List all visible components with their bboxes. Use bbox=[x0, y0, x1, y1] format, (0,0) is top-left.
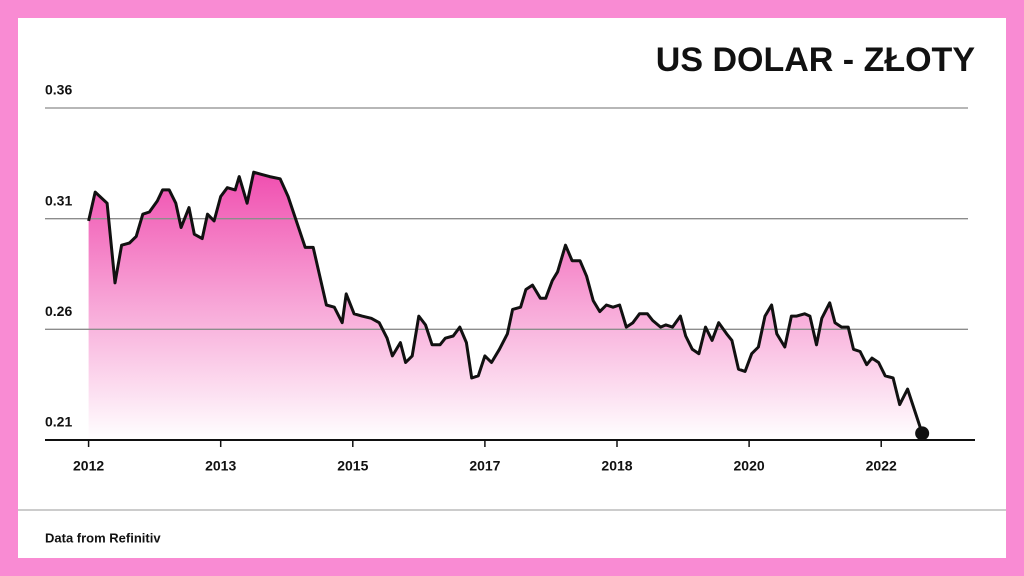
x-tick-label: 2015 bbox=[337, 458, 368, 474]
x-tick-label: 2022 bbox=[866, 458, 897, 474]
y-tick-label: 0.21 bbox=[45, 414, 72, 430]
x-tick-label: 2020 bbox=[734, 458, 765, 474]
area-fill bbox=[88, 172, 923, 440]
plot: 0.21 0.26 0.31 0.36 2012 2013 2015 2017 2018 2020… bbox=[45, 82, 975, 474]
x-tick-label: 2012 bbox=[73, 458, 104, 474]
y-tick-label: 0.36 bbox=[45, 82, 72, 98]
source-note: Data from Refinitiv bbox=[45, 530, 161, 545]
x-tick-label: 2018 bbox=[601, 458, 632, 474]
end-marker bbox=[915, 426, 930, 441]
y-tick-label: 0.31 bbox=[45, 192, 72, 208]
chart-title: US DOLAR - ZŁOTY bbox=[656, 41, 976, 79]
x-tick-label: 2013 bbox=[205, 458, 236, 474]
y-tick-label: 0.26 bbox=[45, 303, 72, 319]
line bbox=[87, 170, 924, 434]
x-tick-label: 2017 bbox=[469, 458, 500, 474]
